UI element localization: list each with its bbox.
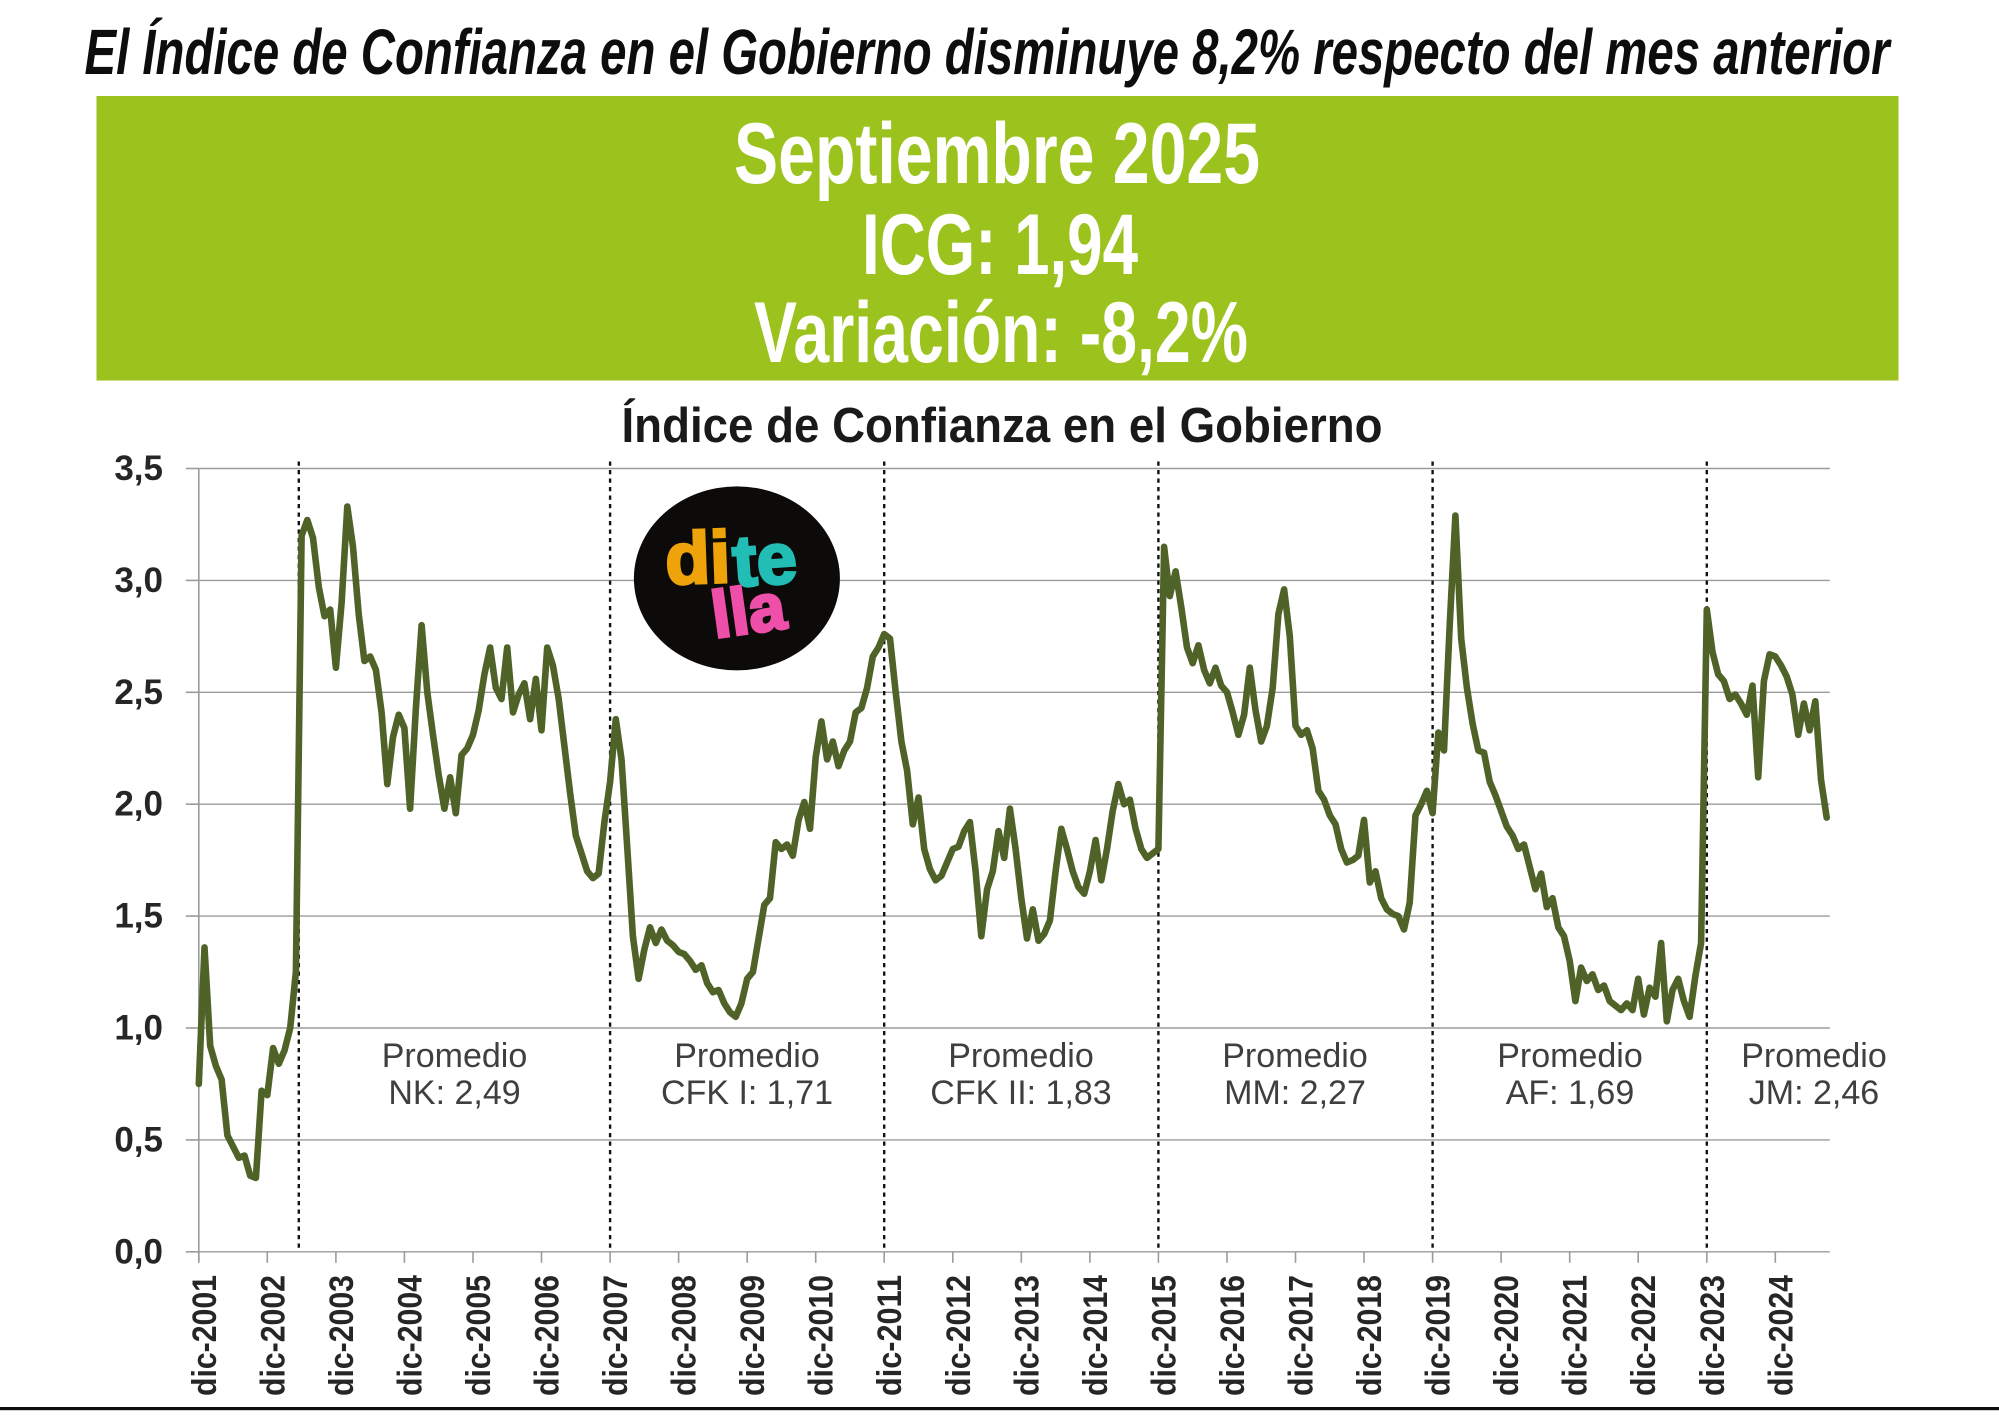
svg-text:3,5: 3,5 (114, 449, 163, 488)
svg-text:2,0: 2,0 (114, 785, 163, 824)
svg-text:Promedio: Promedio (1497, 1037, 1643, 1075)
svg-text:Promedio: Promedio (674, 1037, 820, 1075)
svg-text:1,0: 1,0 (114, 1009, 163, 1048)
svg-text:dic-2023: dic-2023 (1694, 1275, 1732, 1396)
svg-text:Promedio: Promedio (948, 1037, 1094, 1075)
svg-text:dic-2002: dic-2002 (254, 1275, 292, 1396)
svg-text:Promedio: Promedio (1741, 1037, 1887, 1075)
svg-text:El Índice de Confianza en el G: El Índice de Confianza en el Gobierno di… (85, 16, 1892, 88)
svg-text:dic-2001: dic-2001 (186, 1275, 224, 1396)
svg-text:dic-2004: dic-2004 (391, 1275, 429, 1396)
svg-text:dic-2016: dic-2016 (1214, 1275, 1252, 1396)
svg-text:NK: 2,49: NK: 2,49 (388, 1074, 520, 1112)
svg-text:te: te (730, 518, 799, 602)
svg-text:CFK I: 1,71: CFK I: 1,71 (661, 1074, 833, 1112)
svg-text:dic-2006: dic-2006 (529, 1275, 567, 1396)
svg-text:dic-2022: dic-2022 (1625, 1275, 1663, 1396)
svg-text:dic-2007: dic-2007 (597, 1275, 635, 1396)
svg-text:dic-2005: dic-2005 (460, 1275, 498, 1396)
svg-text:di: di (664, 517, 732, 600)
svg-text:CFK II: 1,83: CFK II: 1,83 (930, 1074, 1111, 1112)
svg-text:2,5: 2,5 (114, 673, 163, 712)
svg-text:dic-2017: dic-2017 (1283, 1275, 1321, 1396)
svg-text:0,5: 0,5 (114, 1120, 163, 1159)
svg-text:dic-2020: dic-2020 (1488, 1275, 1526, 1396)
svg-text:AF: 1,69: AF: 1,69 (1506, 1074, 1635, 1112)
svg-text:dic-2012: dic-2012 (940, 1275, 978, 1396)
svg-text:Septiembre 2025: Septiembre 2025 (734, 106, 1260, 202)
svg-text:3,0: 3,0 (114, 561, 163, 600)
svg-text:dic-2008: dic-2008 (666, 1275, 704, 1396)
svg-text:0,0: 0,0 (114, 1232, 163, 1271)
svg-text:dic-2010: dic-2010 (803, 1275, 841, 1396)
svg-text:JM: 2,46: JM: 2,46 (1749, 1074, 1879, 1112)
svg-text:dic-2019: dic-2019 (1420, 1275, 1458, 1396)
svg-text:dic-2013: dic-2013 (1008, 1275, 1046, 1396)
svg-text:ICG: 1,94: ICG: 1,94 (862, 197, 1138, 293)
svg-text:Variación: -8,2%: Variación: -8,2% (754, 285, 1248, 381)
svg-text:Índice de Confianza en el Gobi: Índice de Confianza en el Gobierno (622, 399, 1383, 453)
svg-text:dic-2015: dic-2015 (1145, 1275, 1183, 1396)
svg-text:dic-2018: dic-2018 (1351, 1275, 1389, 1396)
svg-text:Promedio: Promedio (382, 1037, 528, 1075)
svg-text:dic-2003: dic-2003 (323, 1275, 361, 1396)
svg-text:dic-2011: dic-2011 (871, 1275, 909, 1396)
svg-text:dic-2024: dic-2024 (1762, 1275, 1800, 1396)
svg-text:lla: lla (707, 568, 791, 652)
svg-text:dic-2009: dic-2009 (734, 1275, 772, 1396)
svg-text:1,5: 1,5 (114, 897, 163, 936)
svg-text:dic-2021: dic-2021 (1557, 1275, 1595, 1396)
svg-text:dic-2014: dic-2014 (1077, 1275, 1115, 1396)
svg-text:Promedio: Promedio (1222, 1037, 1368, 1075)
svg-text:MM: 2,27: MM: 2,27 (1224, 1074, 1366, 1112)
